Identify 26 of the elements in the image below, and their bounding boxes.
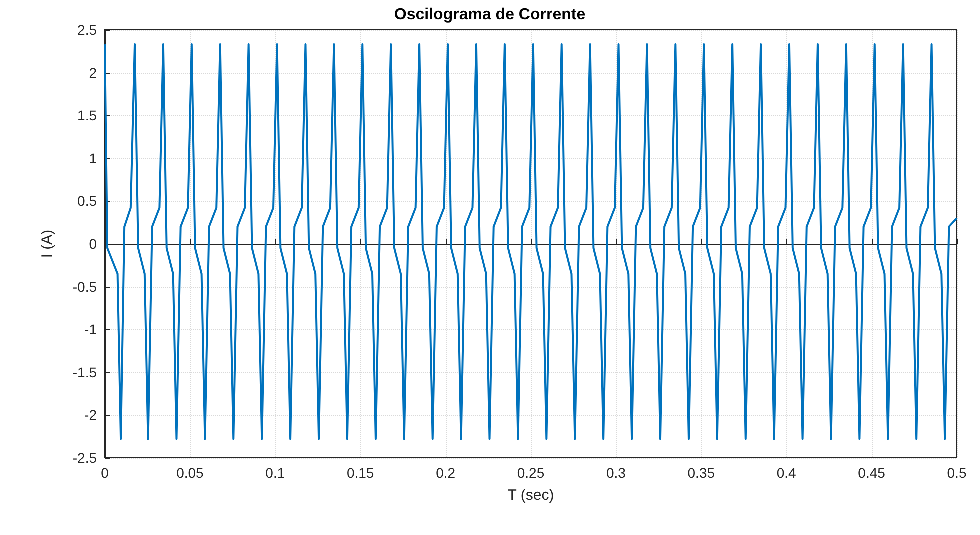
y-axis-title: I (A) — [39, 230, 56, 258]
y-tick-label: -1 — [84, 322, 98, 338]
y-tick-label: 2.5 — [78, 22, 98, 38]
y-tick-label: -2.5 — [72, 450, 98, 466]
x-tick-label: 0.45 — [858, 465, 886, 481]
x-axis-title: T (sec) — [508, 487, 554, 504]
y-tick-label: 2 — [89, 64, 98, 81]
y-tick-label: 0 — [89, 236, 98, 252]
y-tick-label: -1.5 — [72, 364, 98, 380]
x-tick-label: 0.05 — [176, 465, 204, 481]
line-series — [104, 44, 958, 440]
x-tick-label: 0.5 — [947, 465, 967, 481]
y-tick-label: 1.5 — [78, 108, 98, 124]
x-tick-label: 0.2 — [436, 465, 456, 481]
y-tick-label: -2 — [84, 407, 98, 424]
x-tick-label: 0.15 — [346, 465, 374, 481]
x-tick-label: 0 — [101, 465, 110, 481]
chart-title: Oscilograma de Corrente — [394, 6, 586, 24]
x-tick-label: 0.1 — [266, 465, 286, 481]
x-tick-label: 0.35 — [688, 465, 716, 481]
y-tick-label: 0.5 — [78, 193, 98, 210]
y-tick-label: 1 — [89, 150, 98, 166]
y-tick-label: -0.5 — [72, 278, 98, 295]
x-tick-label: 0.25 — [517, 465, 545, 481]
x-tick-label: 0.3 — [606, 465, 626, 481]
x-tick-label: 0.4 — [776, 465, 797, 481]
